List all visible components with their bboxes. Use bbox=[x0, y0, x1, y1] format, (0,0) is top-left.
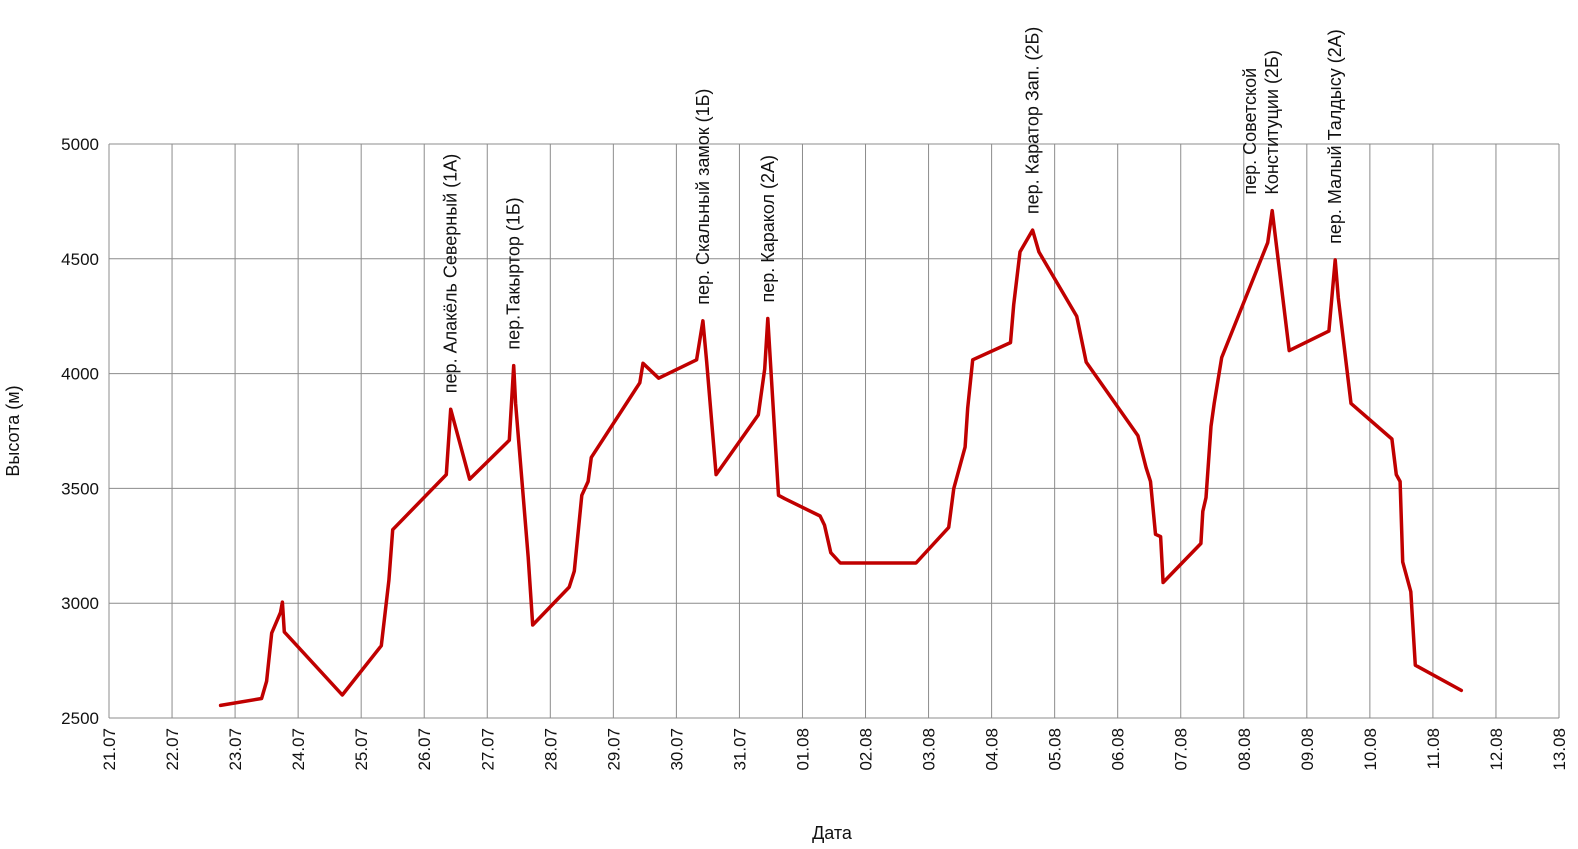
x-tick-label: 11.08 bbox=[1424, 728, 1443, 769]
pass-annotation-label: пер. Алакёль Северный (1А) bbox=[441, 154, 461, 393]
x-tick-label: 24.07 bbox=[289, 728, 308, 771]
grid bbox=[108, 143, 1560, 719]
pass-annotations: пер. Алакёль Северный (1А) пер.Такыртор (… bbox=[441, 27, 1345, 394]
y-tick-label: 3000 bbox=[61, 594, 99, 613]
x-tick-label: 13.08 bbox=[1550, 728, 1569, 771]
y-tick-label: 4500 bbox=[61, 250, 99, 269]
x-tick-label: 05.08 bbox=[1046, 728, 1065, 771]
elevation-series-line bbox=[218, 208, 1464, 708]
x-tick-label: 09.08 bbox=[1298, 728, 1317, 771]
x-tick-label: 23.07 bbox=[226, 728, 245, 771]
x-tick-label: 04.08 bbox=[983, 728, 1002, 771]
pass-annotation-label: пер. Каратор Зап. (2Б) bbox=[1023, 27, 1043, 214]
pass-annotation-label: пер. Каракол (2А) bbox=[758, 155, 778, 303]
x-tick-label: 06.08 bbox=[1109, 728, 1128, 771]
x-tick-label: 21.07 bbox=[100, 728, 119, 771]
y-axis-title: Высота (м) bbox=[3, 385, 23, 476]
pass-annotation-label: пер. Советской bbox=[1240, 68, 1260, 195]
x-tick-label: 03.08 bbox=[920, 728, 939, 771]
x-tick-label: 02.08 bbox=[857, 728, 876, 771]
x-tick-label: 12.08 bbox=[1487, 728, 1506, 771]
pass-annotation-label: Конституции (2Б) bbox=[1262, 50, 1282, 194]
series-layer bbox=[218, 208, 1464, 708]
x-tick-label: 07.08 bbox=[1172, 728, 1191, 771]
y-tick-label: 3500 bbox=[61, 479, 99, 498]
x-tick-label: 22.07 bbox=[163, 728, 182, 771]
x-axis-title: Дата bbox=[812, 823, 853, 843]
y-tick-label: 5000 bbox=[61, 135, 99, 154]
x-tick-label: 27.07 bbox=[478, 728, 497, 771]
x-tick-label: 26.07 bbox=[415, 728, 434, 771]
pass-annotation-label: пер.Такыртор (1Б) bbox=[504, 197, 524, 349]
y-tick-label: 4000 bbox=[61, 365, 99, 384]
x-tick-label: 30.07 bbox=[667, 728, 686, 771]
x-tick-label: 31.07 bbox=[730, 728, 749, 771]
x-tick-label: 29.07 bbox=[604, 728, 623, 771]
pass-annotation-label: пер. Скальный замок (1Б) bbox=[693, 89, 713, 305]
x-tick-label: 28.07 bbox=[541, 728, 560, 771]
x-tick-label: 08.08 bbox=[1235, 728, 1254, 771]
y-axis-ticks: 2500 3000 3500 4000 4500 5000 bbox=[61, 135, 99, 728]
x-tick-label: 25.07 bbox=[352, 728, 371, 771]
pass-annotation-label: пер. Малый Талдысу (2А) bbox=[1325, 29, 1345, 244]
x-tick-label: 01.08 bbox=[793, 728, 812, 771]
x-tick-label: 10.08 bbox=[1361, 728, 1380, 771]
x-axis-ticks: 21.07 22.07 23.07 24.07 25.07 26.07 27.07 28.07… bbox=[100, 728, 1569, 771]
y-tick-label: 2500 bbox=[61, 709, 99, 728]
